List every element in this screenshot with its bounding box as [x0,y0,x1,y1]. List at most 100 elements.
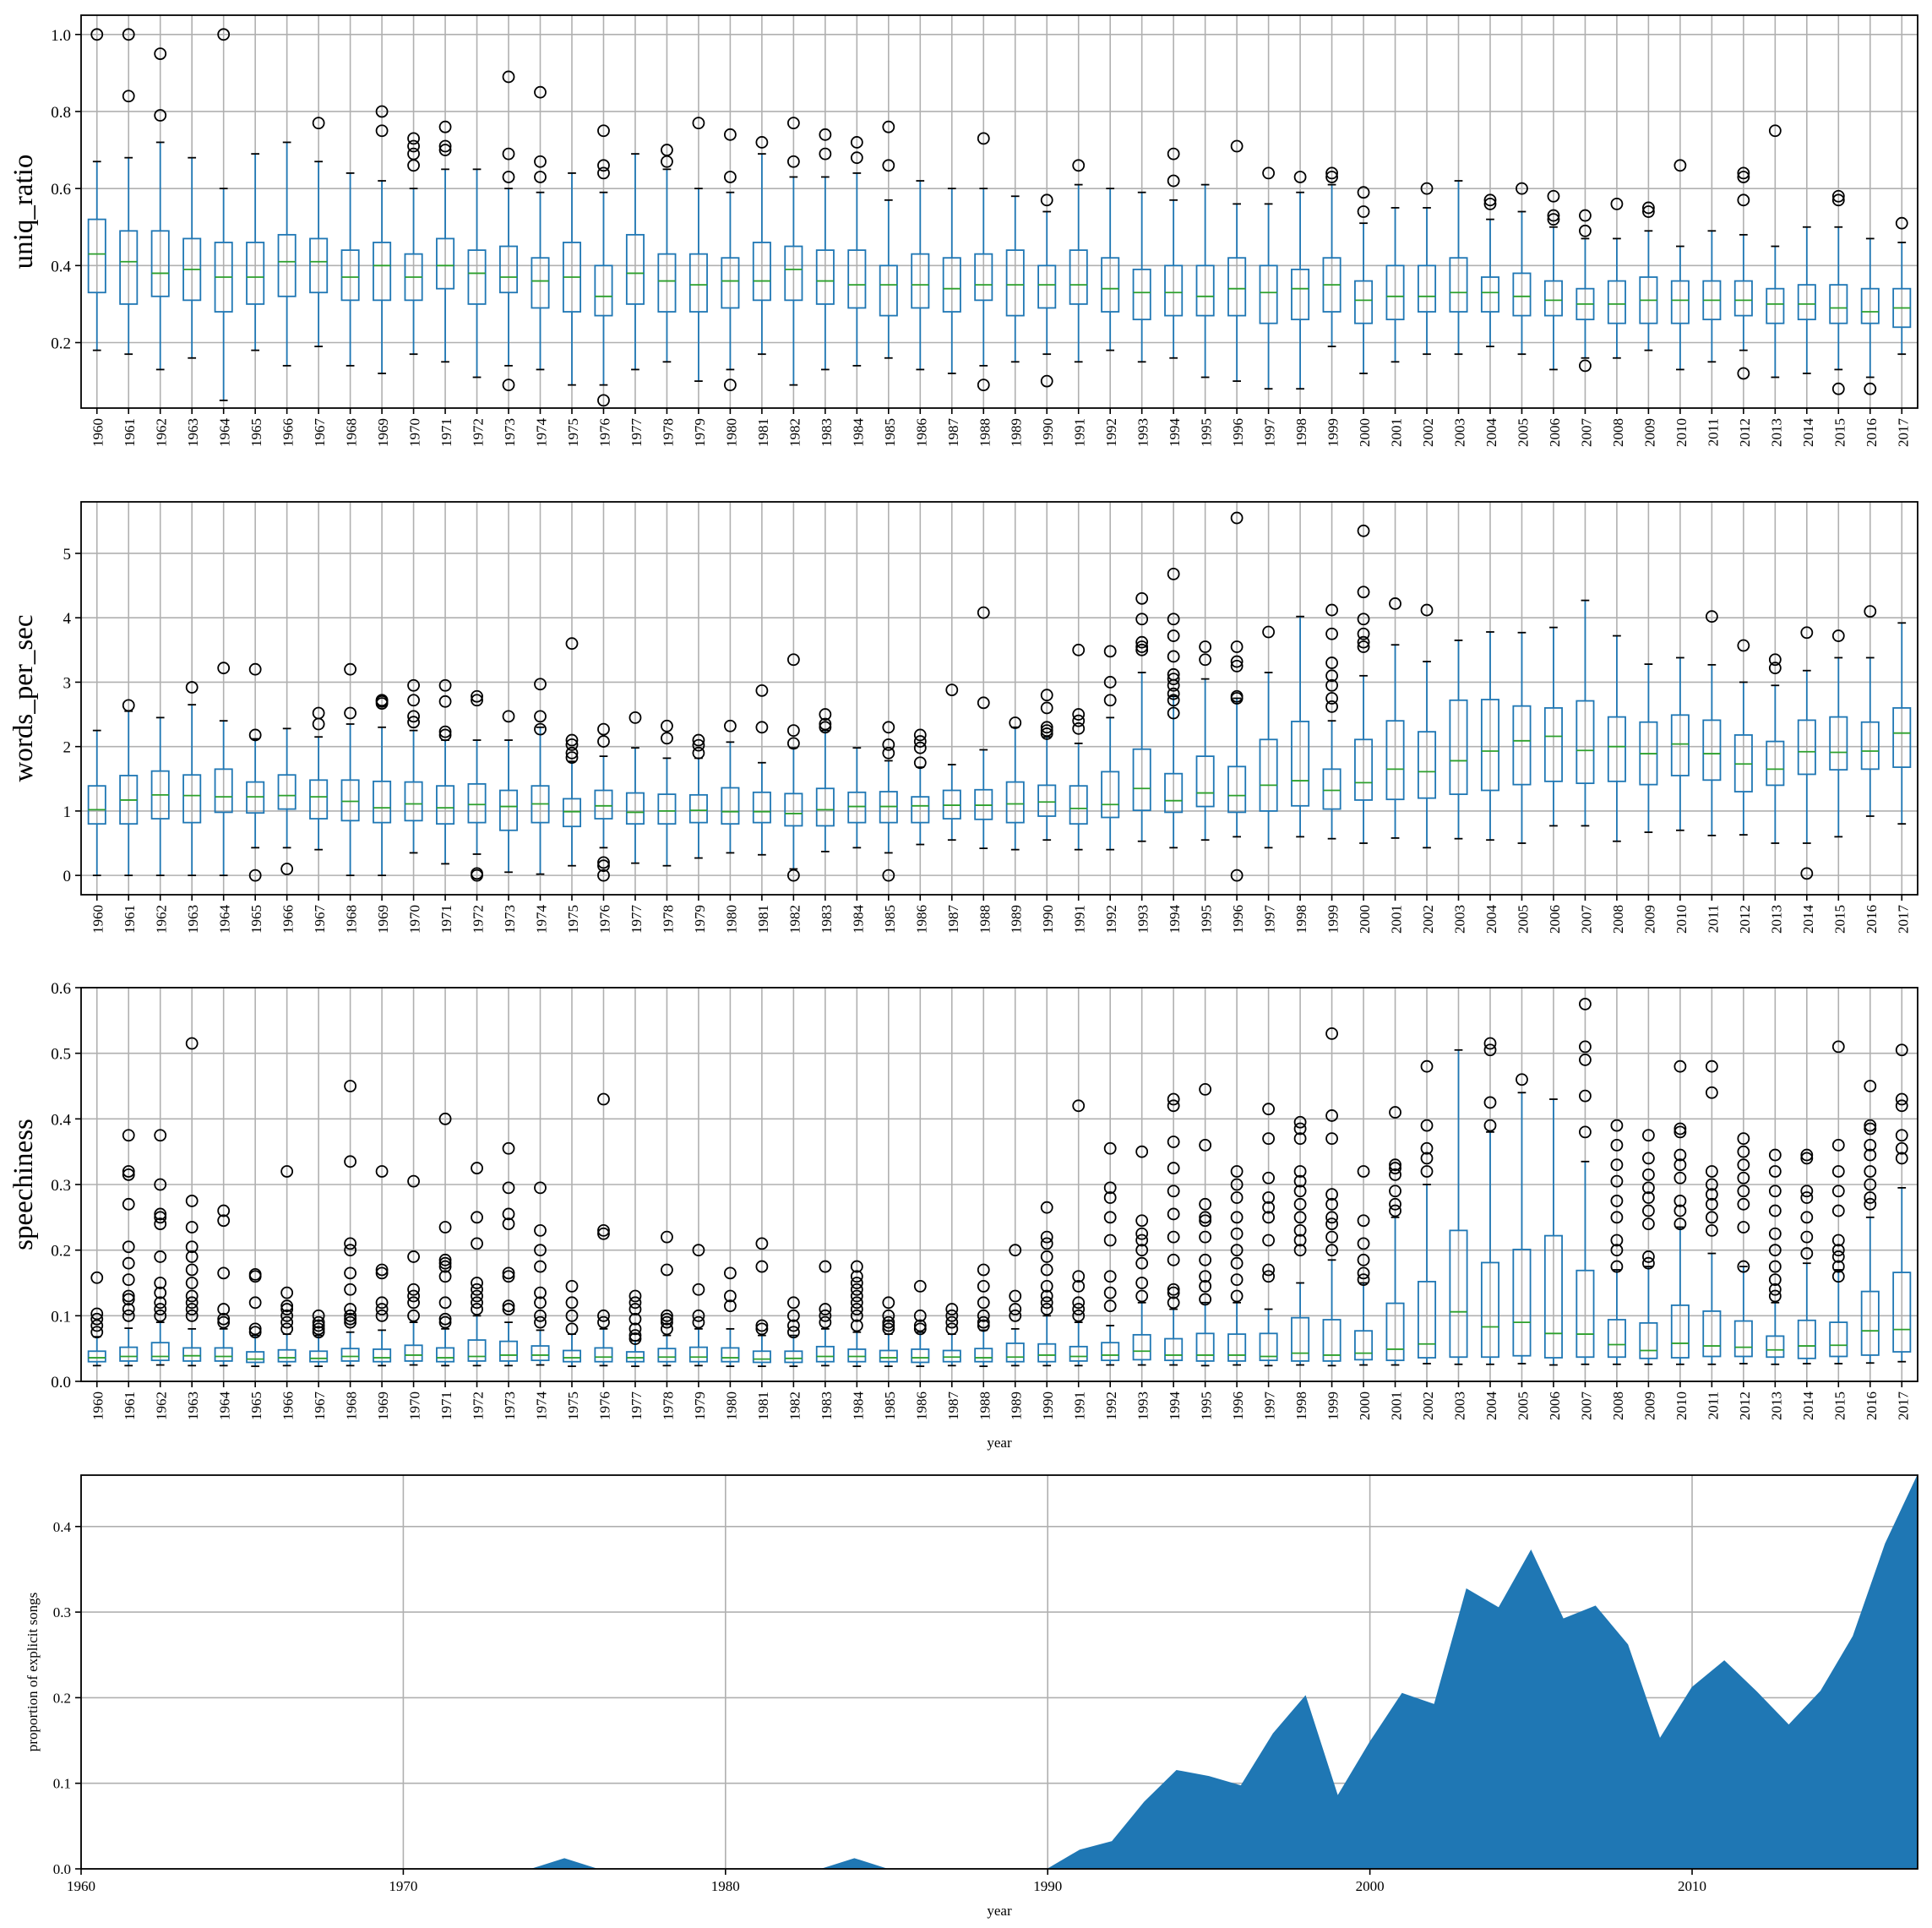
outlier-point [1230,640,1244,653]
box-1995 [1195,1082,1215,1367]
outlier-point [502,70,515,84]
outlier-point [1072,1099,1086,1113]
outlier-point [471,689,483,703]
outlier-point [1641,1191,1655,1204]
x-tick-label: 1978 [660,905,676,934]
outlier-point [1262,166,1276,180]
iqr-box [1291,268,1310,321]
outlier-point [375,1296,389,1310]
x-tick-label: 2017 [1895,418,1911,448]
box-2000 [1354,524,1374,844]
outlier-point [1325,171,1338,183]
outlier-point [945,684,959,696]
iqr-box [373,780,392,824]
outlier-point [1199,1293,1212,1306]
x-tick-label: 2004 [1483,905,1499,934]
outlier-point [1737,1197,1750,1211]
box-1981 [752,1237,771,1368]
outlier-point [1199,1197,1212,1211]
outlier-point [1262,1171,1276,1185]
x-axis-label: year [987,1903,1012,1919]
x-tick-label: 1998 [1293,418,1309,447]
outlier-point [154,1296,167,1310]
outlier-point [1389,1158,1401,1172]
y-axis-label: uniq_ratio [8,155,39,270]
box-2017 [1892,1043,1912,1363]
outlier-point [819,1315,832,1329]
outlier-point [913,756,927,770]
outlier-point [1325,692,1338,705]
box-2004 [1480,193,1500,347]
outlier-point [407,678,420,692]
box-1998 [1291,615,1310,838]
x-tick-label: 1987 [945,418,961,448]
outlier-point [565,1322,579,1336]
outlier-point [850,151,863,165]
outlier-point [786,724,800,738]
outlier-point [438,1256,452,1270]
iqr-box [1670,714,1690,776]
outlier-point [1389,1162,1401,1174]
iqr-box [1449,1229,1468,1359]
outlier-point [344,1080,357,1092]
iqr-box [373,242,392,302]
x-tick-label: 1966 [280,1392,297,1420]
box-1988 [974,132,993,392]
x-tick-label: 2015 [1831,418,1848,447]
outlier-point [312,706,325,720]
outlier-point [1547,189,1560,203]
box-1963 [182,1037,202,1367]
iqr-box [214,768,233,814]
x-tick-label: 1971 [438,905,454,934]
box-2008 [1607,197,1626,359]
box-1977 [625,153,645,371]
outlier-point [850,1270,863,1283]
box-1996 [1227,1165,1247,1366]
y-tick-label: 0.4 [51,258,71,275]
outlier-point [154,1207,167,1221]
outlier-point [1167,650,1180,663]
outlier-point [122,1309,135,1322]
outlier-point [1831,382,1845,395]
iqr-box [1227,257,1247,317]
outlier-point [1737,1260,1750,1273]
outlier-point [1135,643,1149,656]
outlier-point [1325,1244,1338,1257]
outlier-point [1072,643,1086,656]
outlier-point [407,716,420,729]
outlier-point [1800,1191,1814,1204]
outlier-point [502,379,515,392]
outlier-point [1293,1115,1307,1129]
outlier-point [1167,613,1180,626]
x-tick-label: 2005 [1515,905,1531,934]
outlier-point [122,1240,135,1254]
iqr-box [942,257,961,313]
box-2016 [1860,1080,1880,1364]
box-1983 [815,708,835,852]
box-1965 [246,1268,265,1368]
x-tick-label: 1999 [1325,905,1342,934]
outlier-point [1831,1260,1845,1273]
iqr-box [436,237,455,290]
iqr-box [1005,781,1025,824]
outlier-point [1135,1145,1149,1158]
outlier-point [1357,1214,1370,1228]
iqr-box [1259,264,1278,324]
y-tick-label: 0.2 [51,335,71,353]
outlier-point [438,725,452,738]
x-tick-label: 2015 [1831,1392,1848,1420]
outlier-point [913,1309,927,1322]
x-tick-label: 1964 [217,418,233,448]
box-1994 [1164,1092,1184,1366]
outlier-point [945,1303,959,1315]
outlier-point [692,1309,705,1322]
box-1967 [309,706,329,851]
box-1961 [119,1129,139,1367]
x-tick-label: 1997 [1262,905,1278,934]
outlier-point [407,132,420,145]
outlier-point [1262,1132,1276,1146]
x-tick-label: 1974 [534,1392,550,1421]
iqr-box [467,1339,487,1362]
iqr-box [911,253,930,309]
axes-frame [80,14,1918,409]
